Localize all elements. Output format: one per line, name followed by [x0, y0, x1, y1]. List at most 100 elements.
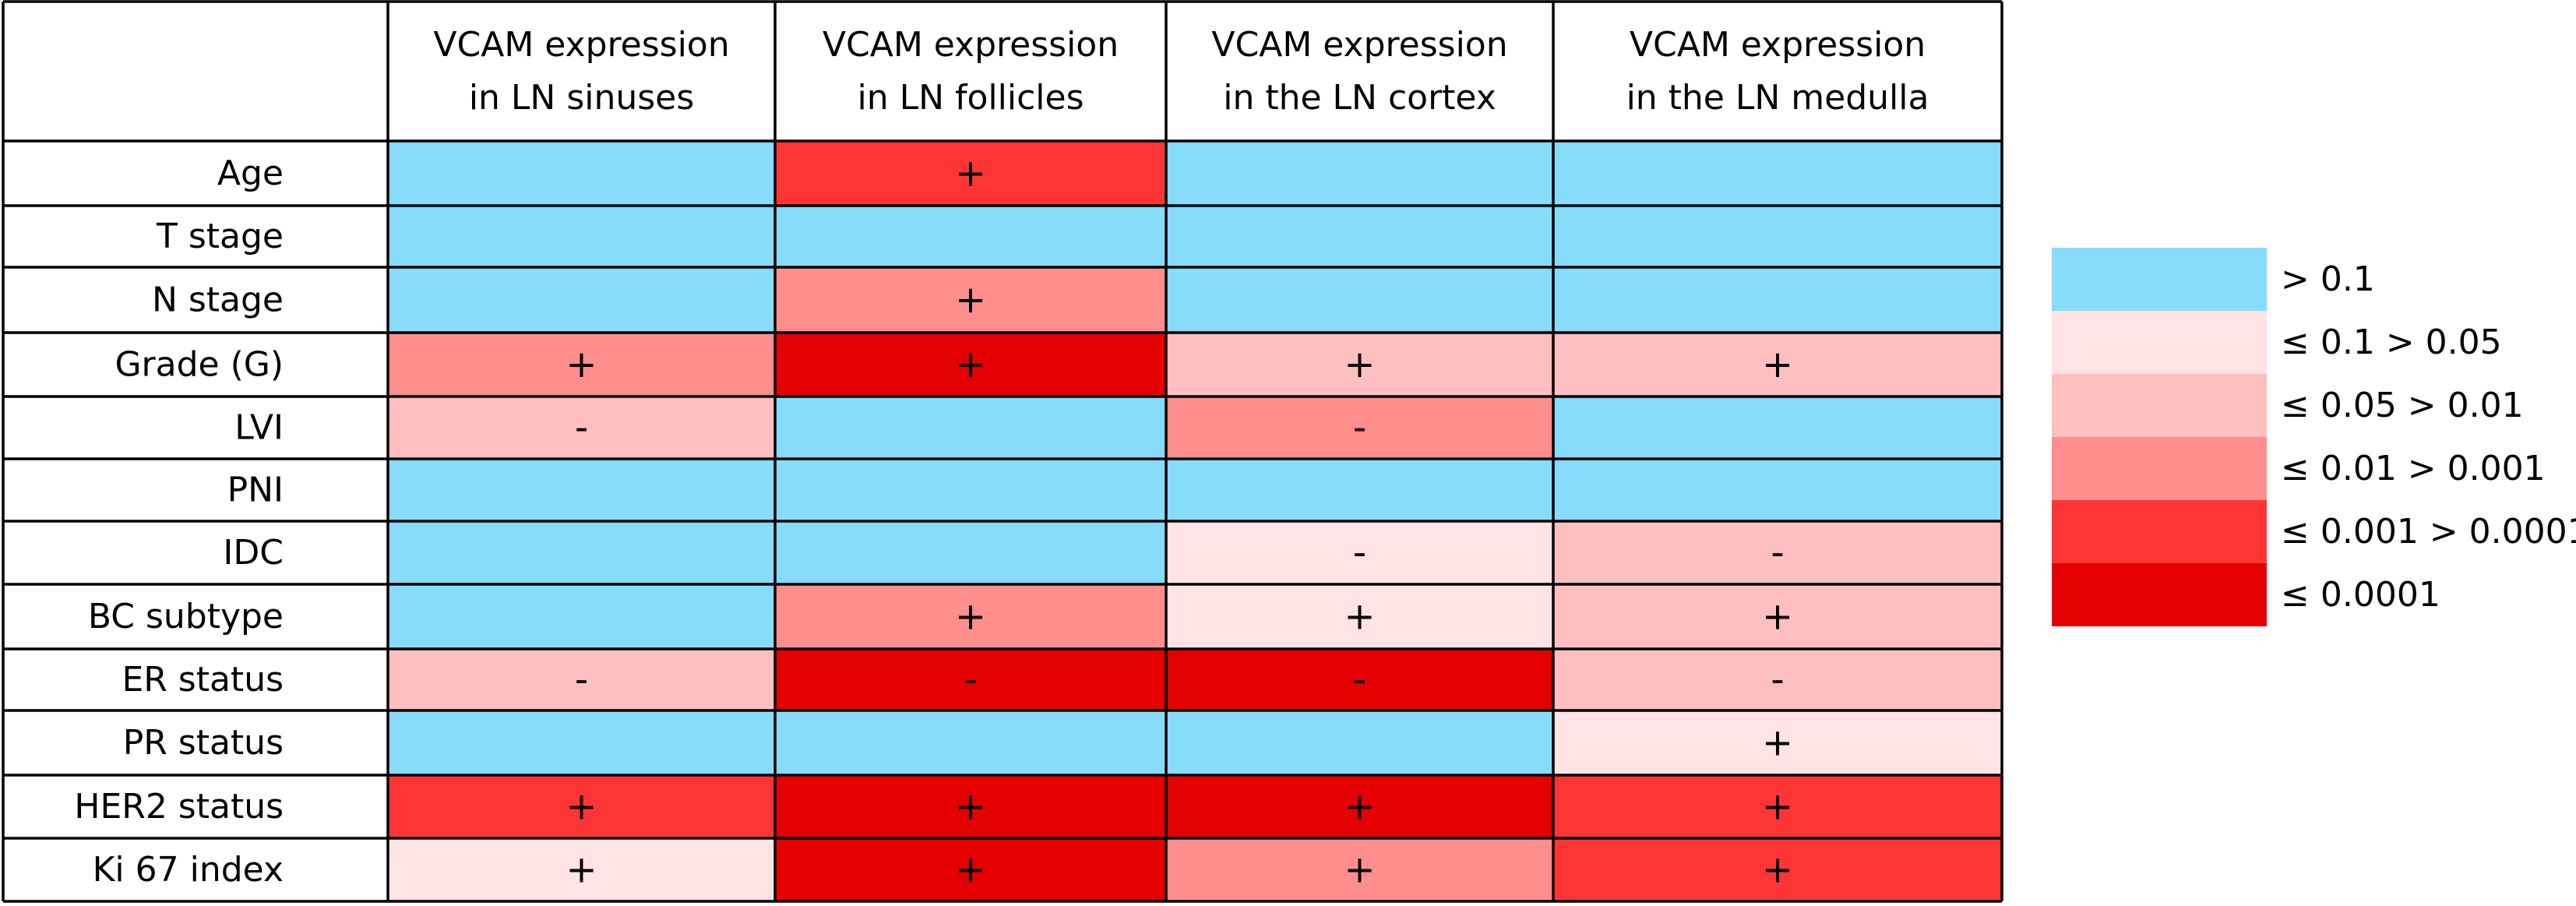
heatmap-cells [388, 141, 2002, 901]
heatmap-cell [1553, 333, 2002, 397]
column-header: in LN follicles [857, 78, 1084, 118]
column-header: in the LN medulla [1626, 78, 1929, 118]
row-label: HER2 status [74, 787, 284, 827]
heatmap-cell [1166, 206, 1553, 267]
legend-label: > 0.1 [2281, 259, 2375, 299]
heatmap-cell [388, 775, 775, 838]
heatmap-cell [1166, 267, 1553, 333]
heatmap-cell [388, 710, 775, 775]
legend-swatch [2052, 437, 2267, 500]
heatmap-cell [1553, 521, 2002, 584]
column-header: VCAM expression [1211, 25, 1507, 65]
heatmap-cell [388, 397, 775, 459]
heatmap-cell [1553, 775, 2002, 838]
row-label: N stage [152, 280, 284, 320]
row-label: ER status [122, 660, 284, 700]
cell-sign: + [955, 595, 986, 639]
row-label: BC subtype [88, 597, 284, 636]
column-header: VCAM expression [823, 25, 1119, 65]
legend-swatch [2052, 374, 2267, 437]
legend-label: ≤ 0.1 > 0.05 [2281, 323, 2502, 362]
legend-label: ≤ 0.001 > 0.0001 [2281, 512, 2576, 552]
heatmap-cell [775, 267, 1166, 333]
legend-swatch [2052, 563, 2267, 626]
heatmap-cell [775, 521, 1166, 584]
cell-sign: + [566, 848, 597, 892]
heatmap-cell [388, 141, 775, 206]
cell-sign: + [1344, 785, 1375, 829]
heatmap-cell [388, 267, 775, 333]
heatmap-cell [775, 838, 1166, 901]
heatmap-cell [775, 459, 1166, 521]
heatmap-cell [775, 206, 1166, 267]
heatmap-cell [775, 775, 1166, 838]
cell-sign: - [1353, 658, 1366, 702]
legend: > 0.1 ≤ 0.1 > 0.05 ≤ 0.05 > 0.01 ≤ 0.01 > 0… [2052, 248, 2576, 626]
heatmap-cell [388, 333, 775, 397]
heatmap-cell [1166, 521, 1553, 584]
cell-sign: + [955, 152, 986, 196]
heatmap-cell [775, 333, 1166, 397]
cell-sign: + [566, 343, 597, 386]
cell-sign: + [1344, 848, 1375, 892]
column-header: VCAM expression [433, 25, 729, 65]
row-label: IDC [223, 533, 284, 573]
heatmap-cell [1553, 206, 2002, 267]
cell-sign: + [955, 785, 986, 829]
cell-sign: + [1762, 343, 1793, 386]
heatmap-cell [1166, 710, 1553, 775]
heatmap-cell [388, 459, 775, 521]
cell-sign: - [575, 406, 588, 449]
heatmap-cell [1166, 141, 1553, 206]
legend-label: ≤ 0.0001 [2281, 575, 2440, 615]
row-label: Grade (G) [115, 345, 284, 385]
heatmap-cell [775, 141, 1166, 206]
heatmap-cell [775, 397, 1166, 459]
heatmap-cell [775, 649, 1166, 710]
heatmap-cell [388, 206, 775, 267]
cell-sign: - [1353, 531, 1366, 575]
heatmap-cell [1553, 649, 2002, 710]
cell-sign: - [964, 658, 977, 702]
cell-sign: + [1762, 785, 1793, 829]
cell-sign: + [1344, 343, 1375, 386]
legend-swatch [2052, 248, 2267, 311]
column-header: VCAM expression [1630, 25, 1926, 65]
heatmap-cell [1553, 584, 2002, 649]
cell-sign: + [566, 785, 597, 829]
heatmap-cell [1553, 710, 2002, 775]
cell-sign: - [1771, 531, 1784, 575]
cell-sign: + [955, 848, 986, 892]
heatmap-cell [1166, 397, 1553, 459]
cell-sign: + [1762, 848, 1793, 892]
legend-swatch [2052, 311, 2267, 374]
heatmap-cell [1166, 584, 1553, 649]
cell-sign: + [1762, 595, 1793, 639]
heatmap-cell [775, 710, 1166, 775]
heatmap-cell [1166, 333, 1553, 397]
cell-sign: + [955, 343, 986, 386]
cell-sign: + [955, 278, 986, 322]
column-header: in LN sinuses [469, 78, 694, 118]
heatmap-cell [1553, 838, 2002, 901]
row-label: Age [217, 153, 284, 193]
row-label: LVI [234, 408, 284, 448]
heatmap-cell [1553, 141, 2002, 206]
cell-sign: + [1344, 595, 1375, 639]
table-grid [2, 0, 2003, 903]
heatmap-cell [388, 584, 775, 649]
heatmap-cell [1553, 459, 2002, 521]
row-label: PR status [123, 723, 284, 763]
row-label: PNI [227, 471, 284, 510]
cell-sign: + [1762, 721, 1793, 765]
cell-sign: - [575, 658, 588, 702]
legend-label: ≤ 0.01 > 0.001 [2281, 449, 2546, 488]
heatmap-cell [1166, 459, 1553, 521]
heatmap-cell [1553, 397, 2002, 459]
cell-sign: - [1353, 406, 1366, 449]
heatmap-cell [1553, 267, 2002, 333]
heatmap-cell [1166, 838, 1553, 901]
heatmap-cell [388, 838, 775, 901]
heatmap-cell [775, 584, 1166, 649]
